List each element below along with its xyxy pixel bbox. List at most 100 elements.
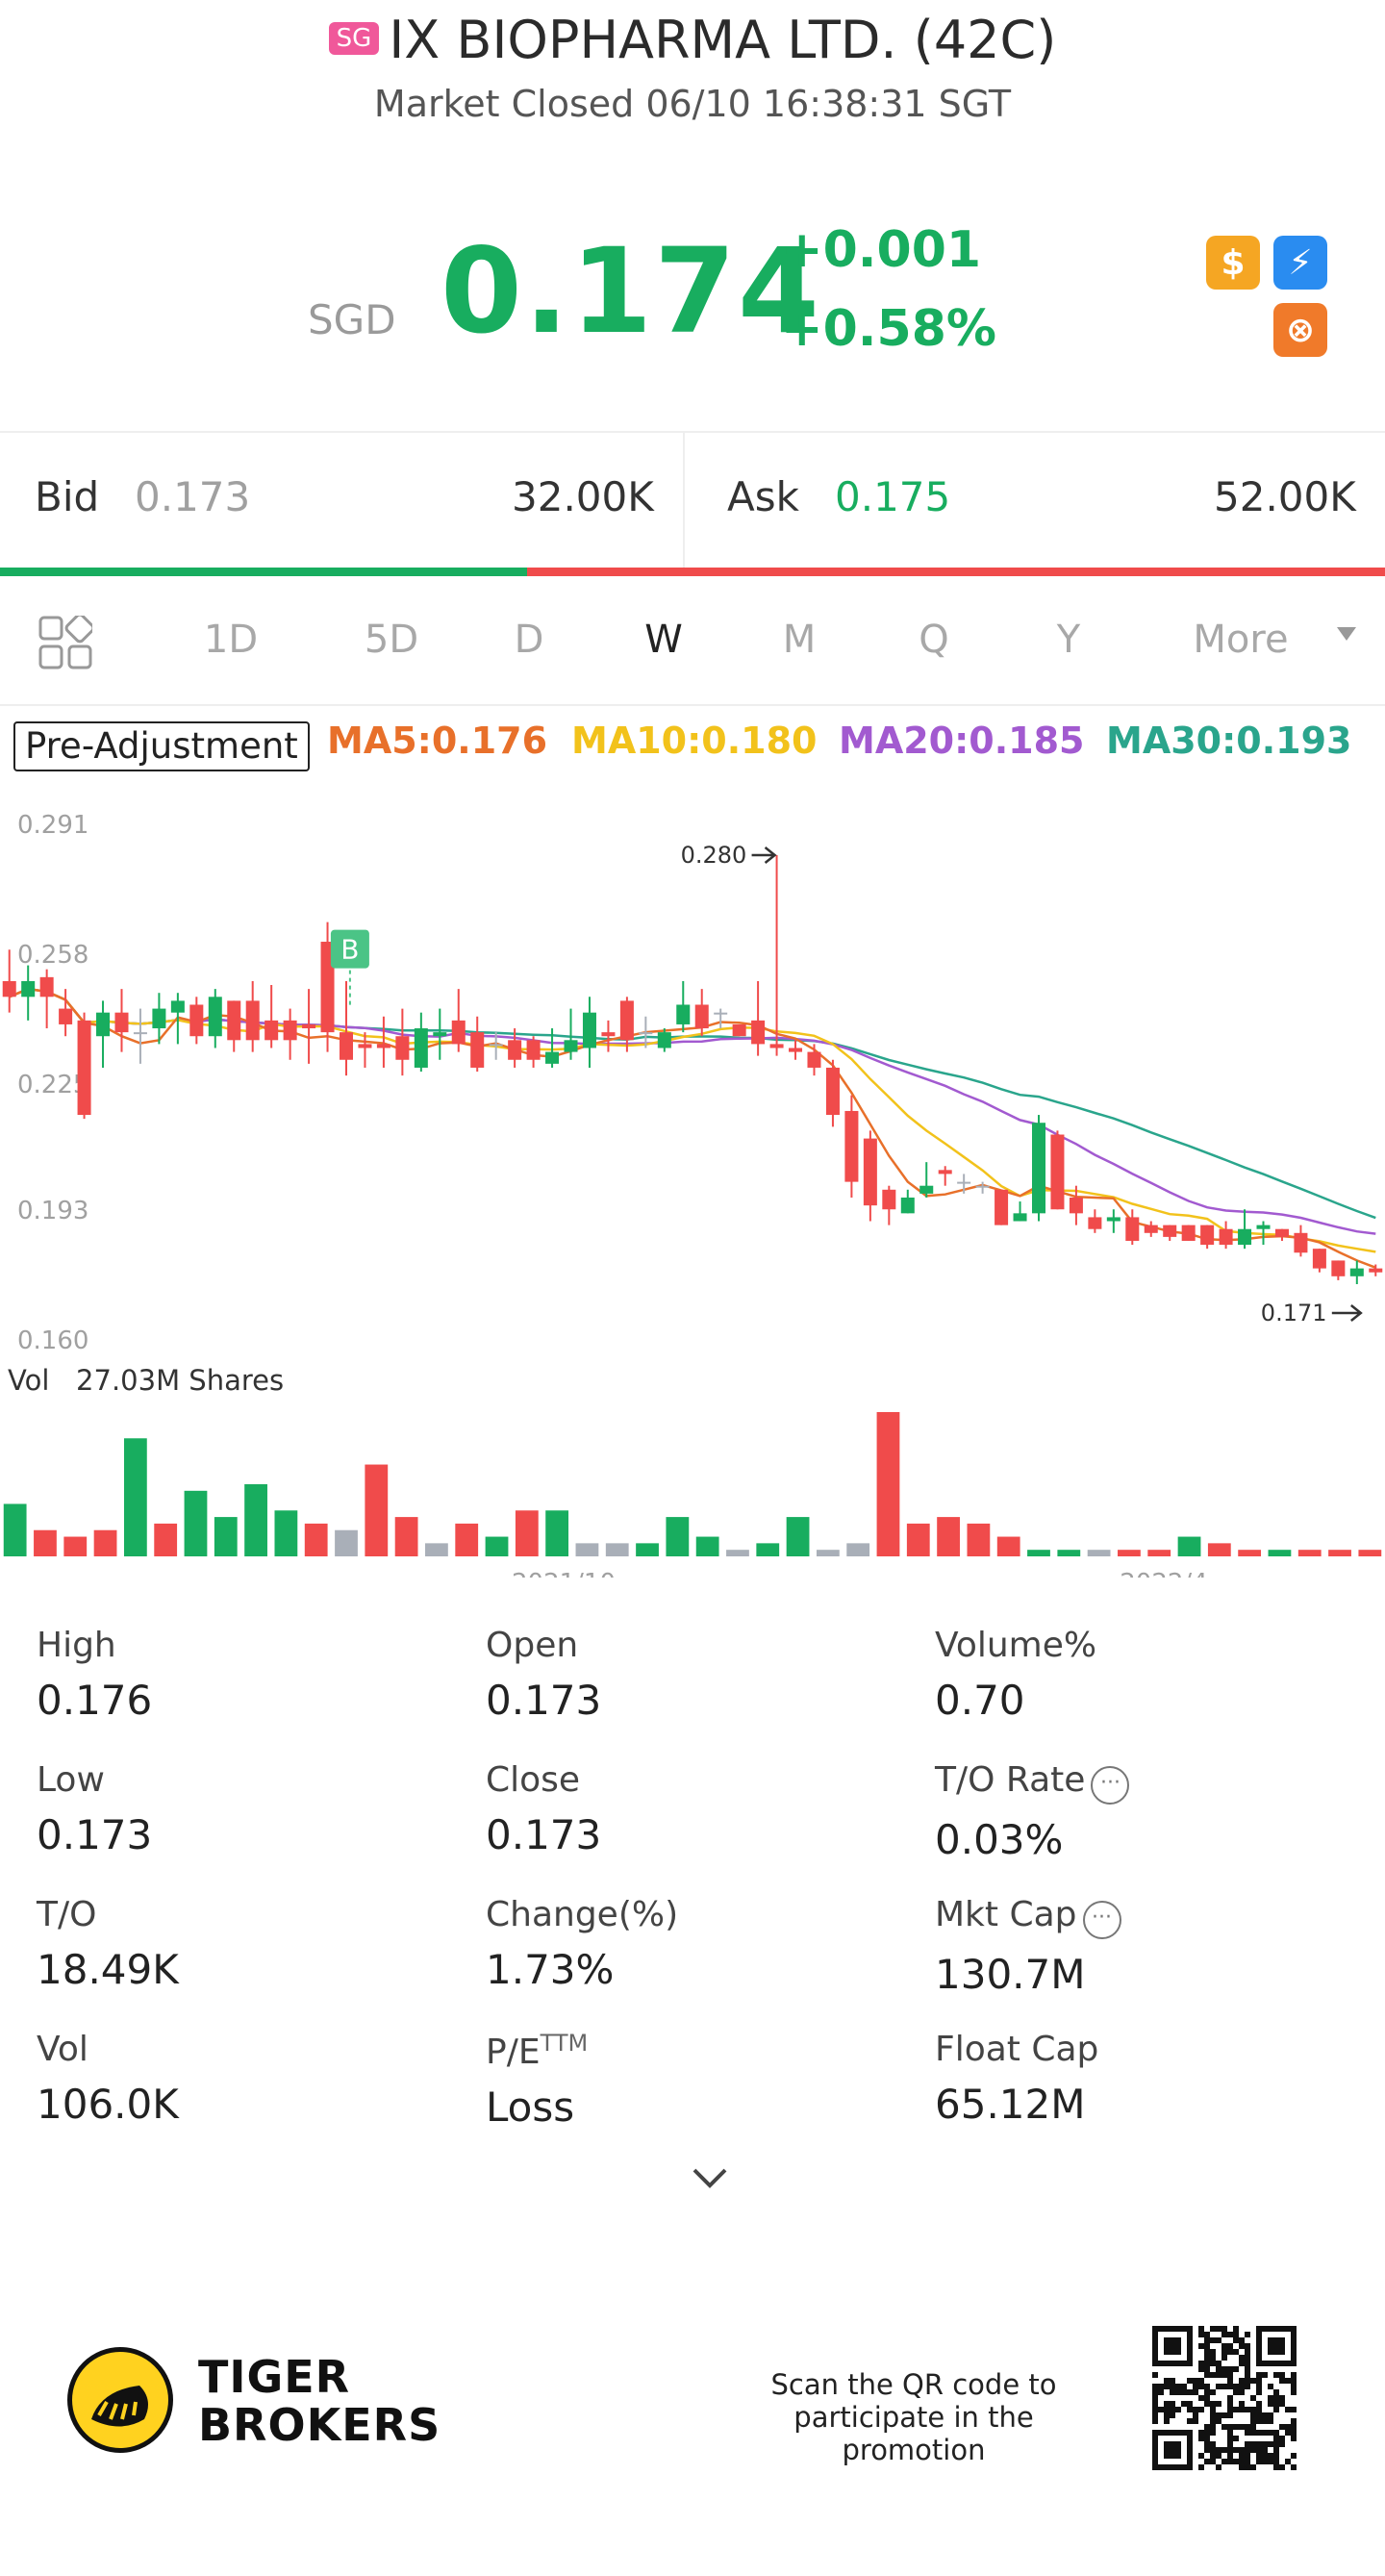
volume-bar: [1057, 1550, 1081, 1556]
stat-cell: T/O 18.49K: [37, 1895, 179, 1993]
stat-label: P/ETTM: [486, 2030, 588, 2072]
tab-5d[interactable]: 5D: [364, 618, 419, 662]
candle: [863, 1130, 877, 1222]
candle-body: [676, 1004, 691, 1024]
candle-body: [975, 1185, 990, 1188]
tab-d[interactable]: D: [514, 618, 544, 662]
candle: [170, 993, 185, 1045]
candle: [283, 1008, 297, 1060]
candle-body: [900, 1197, 915, 1214]
volume-bar: [876, 1412, 900, 1556]
candle-body: [582, 1012, 596, 1048]
candle-body: [508, 1040, 522, 1060]
stat-cell: Volume% 0.70: [935, 1626, 1096, 1724]
candle: [807, 1044, 821, 1076]
candle: [545, 1028, 560, 1068]
lightning-icon[interactable]: ⚡: [1273, 236, 1327, 290]
tab-1d[interactable]: 1D: [203, 618, 259, 662]
candle: [21, 965, 36, 1021]
candle-body: [1031, 1123, 1046, 1214]
stat-value: 130.7M: [935, 1951, 1086, 1998]
candle: [358, 1032, 372, 1068]
candle-body: [1050, 1134, 1065, 1210]
candle-body: [414, 1028, 428, 1068]
price-chart[interactable]: 0.291 0.258 0.225 0.193 0.160 0.280 0.171 B 20…: [0, 789, 1385, 1578]
volume-bar: [425, 1543, 448, 1556]
tab-y[interactable]: Y: [1056, 618, 1081, 662]
dollar-icon[interactable]: $: [1206, 236, 1260, 290]
ma20-value: MA20:0.185: [839, 720, 1085, 762]
currency-label: SGD: [308, 296, 396, 343]
stock-name: IX BIOPHARMA LTD. (42C): [389, 10, 1057, 70]
tab-q[interactable]: Q: [919, 618, 949, 662]
candle: [339, 980, 354, 1076]
tab-w[interactable]: W: [644, 618, 683, 662]
candle-body: [227, 1000, 241, 1041]
candle-body: [21, 980, 36, 998]
stat-label-text: Vol: [37, 2030, 88, 2069]
brand-name-line1: TIGER: [198, 2351, 351, 2403]
volume-bar: [545, 1510, 569, 1556]
candle: [882, 1185, 896, 1225]
chart-layout-icon[interactable]: [38, 616, 92, 669]
candle: [1031, 1115, 1046, 1222]
stat-value: 0.173: [37, 1811, 153, 1858]
stat-label-text: High: [37, 1626, 116, 1665]
bid-size: 32.00K: [512, 473, 654, 520]
ma5-value: MA5:0.176: [327, 720, 548, 762]
stat-value: 0.03%: [935, 1816, 1064, 1863]
qr-code[interactable]: [1152, 2326, 1297, 2470]
candle: [451, 989, 466, 1052]
volume-bar: [93, 1529, 117, 1556]
more-info-icon[interactable]: ···: [1082, 1901, 1121, 1939]
candle-body: [189, 1004, 204, 1037]
candle-body: [957, 1181, 971, 1184]
candle: [769, 855, 784, 1056]
ma30-value: MA30:0.193: [1106, 720, 1352, 762]
trend-badge-icon[interactable]: ⊗: [1273, 303, 1327, 357]
ask-label: Ask: [727, 473, 799, 520]
candle: [825, 1059, 840, 1127]
candle: [489, 1032, 503, 1060]
volume-bar: [365, 1464, 389, 1556]
candle: [59, 989, 73, 1037]
chevron-down-icon[interactable]: [1337, 627, 1356, 641]
candle: [39, 969, 54, 1029]
expand-chevron-icon[interactable]: [691, 2164, 729, 2191]
stat-value: 0.173: [486, 1811, 602, 1858]
stat-label-superscript: TTM: [540, 2030, 589, 2057]
candle: [900, 1189, 915, 1214]
volume-bar: [1297, 1550, 1322, 1556]
tab-more[interactable]: More: [1193, 618, 1289, 662]
candle: [189, 997, 204, 1045]
candle-body: [1238, 1228, 1252, 1246]
stat-value: 0.173: [486, 1677, 602, 1724]
x-tick-label: 2022/4: [1120, 1569, 1207, 1578]
volume-bar: [1207, 1543, 1231, 1556]
stat-label: High: [37, 1626, 152, 1665]
candle-body: [358, 1044, 372, 1048]
volume-bar: [846, 1543, 870, 1556]
stat-label-text: P/E: [486, 2033, 541, 2072]
tab-m[interactable]: M: [782, 618, 817, 662]
more-info-icon[interactable]: ···: [1091, 1766, 1130, 1805]
volume-bar: [244, 1484, 267, 1556]
stat-cell: T/O Rate ··· 0.03%: [935, 1760, 1130, 1863]
candle-body: [1069, 1197, 1083, 1214]
stat-label: Mkt Cap ···: [935, 1895, 1121, 1939]
stat-cell: Low 0.173: [37, 1760, 152, 1858]
buy-marker-label: B: [340, 934, 359, 966]
promo-text: Scan the QR code to participate in the p…: [731, 2368, 1096, 2466]
volume-label: Vol: [8, 1364, 50, 1397]
candle-body: [545, 1051, 560, 1064]
stat-label-text: T/O Rate: [935, 1760, 1086, 1800]
stat-label: Open: [486, 1626, 601, 1665]
candle: [601, 1020, 616, 1052]
candle-body: [1312, 1249, 1326, 1269]
candle: [1125, 1209, 1140, 1246]
stat-label-text: Mkt Cap: [935, 1895, 1077, 1934]
candle-body: [302, 1023, 316, 1029]
pre-adjustment-toggle[interactable]: Pre-Adjustment: [13, 721, 310, 771]
candle: [957, 1174, 971, 1194]
volume-bar: [34, 1529, 57, 1556]
